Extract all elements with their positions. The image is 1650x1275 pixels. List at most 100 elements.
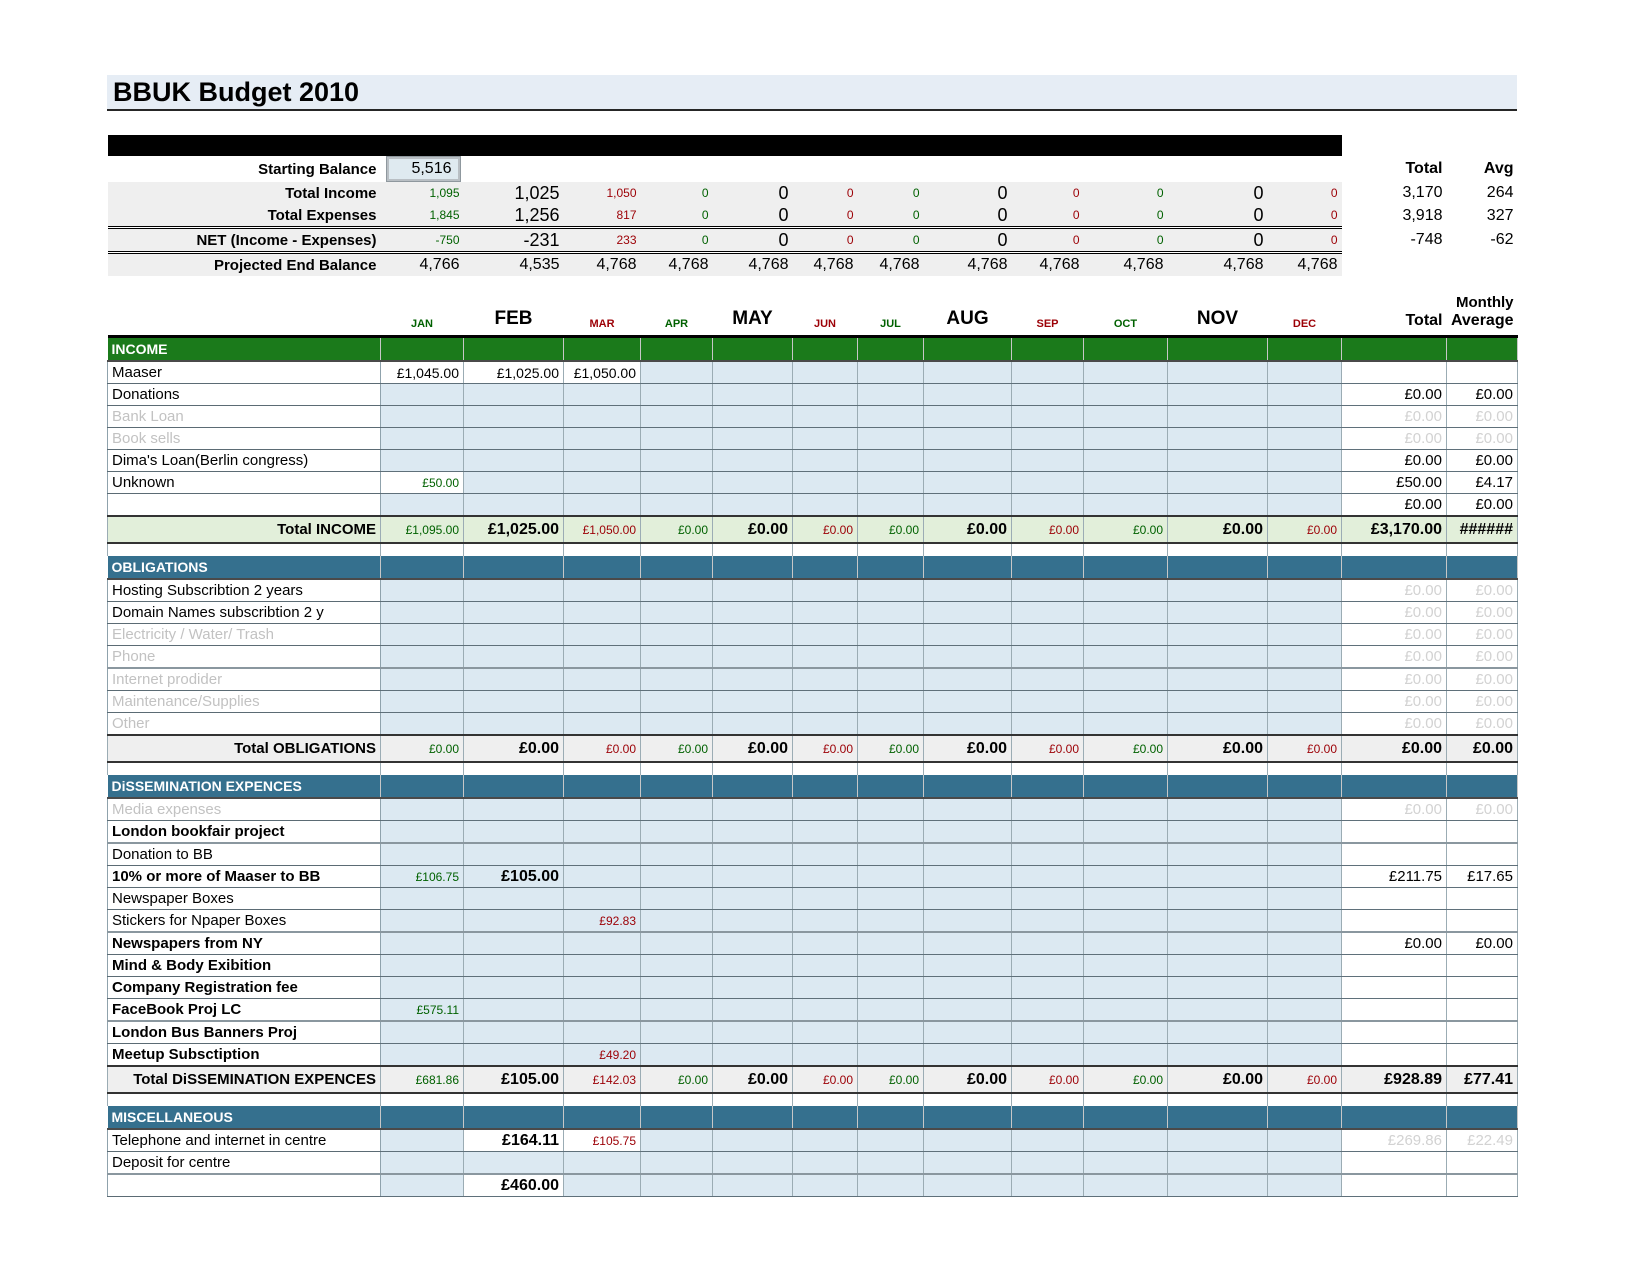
summary-avg-cell[interactable]: 327	[1446, 204, 1518, 228]
cell-aug[interactable]	[923, 623, 1012, 646]
month-header-mar[interactable]: MAR	[589, 318, 615, 330]
row-label[interactable]: Donations	[107, 383, 381, 406]
cell-jan[interactable]: £575.11	[380, 998, 464, 1022]
row-avg-cell[interactable]	[1446, 887, 1518, 910]
cell-jul[interactable]	[857, 976, 924, 999]
cell-jul[interactable]	[857, 360, 924, 384]
row-label[interactable]: Book sells	[107, 427, 381, 450]
row-avg-cell[interactable]: £0.00	[1446, 712, 1518, 736]
cell-jul[interactable]	[857, 690, 924, 713]
cell-jun[interactable]	[792, 383, 858, 406]
section-total-nov[interactable]: £0.00	[1167, 515, 1268, 544]
summary-cell-sep[interactable]: 0	[1011, 227, 1084, 254]
summary-cell-aug[interactable]: 0	[923, 182, 1012, 204]
summary-cell[interactable]	[793, 156, 858, 182]
section-total-apr[interactable]: £0.00	[640, 515, 713, 544]
cell-nov[interactable]	[1167, 1128, 1268, 1152]
summary-cell-mar[interactable]: 1,050	[563, 182, 641, 204]
summary-cell[interactable]	[924, 156, 1012, 182]
section-total-feb[interactable]: £0.00	[463, 734, 564, 763]
cell-apr[interactable]	[640, 998, 713, 1022]
section-total-may[interactable]: £0.00	[712, 1065, 793, 1094]
cell-nov[interactable]	[1167, 865, 1268, 888]
cell-oct[interactable]	[1083, 1043, 1168, 1067]
cell-jun[interactable]	[792, 449, 858, 472]
summary-cell-aug[interactable]: 4,768	[923, 252, 1012, 276]
cell-nov[interactable]	[1167, 1043, 1268, 1067]
cell-nov[interactable]	[1167, 578, 1268, 602]
cell-sep[interactable]	[1011, 667, 1084, 691]
cell-aug[interactable]	[923, 1173, 1012, 1197]
cell-oct[interactable]	[1083, 998, 1168, 1022]
cell-jun[interactable]	[792, 931, 858, 955]
row-label[interactable]: Maaser	[107, 360, 381, 384]
cell-nov[interactable]	[1167, 690, 1268, 713]
cell-nov[interactable]	[1167, 797, 1268, 821]
cell-may[interactable]	[712, 405, 793, 428]
cell-mar[interactable]	[563, 383, 641, 406]
cell-aug[interactable]	[923, 383, 1012, 406]
cell-sep[interactable]	[1011, 578, 1084, 602]
cell-mar[interactable]	[563, 493, 641, 517]
row-avg-cell[interactable]	[1446, 1173, 1518, 1197]
cell-mar[interactable]	[563, 931, 641, 955]
cell-jan[interactable]: £106.75	[380, 865, 464, 888]
row-avg-cell[interactable]	[1446, 909, 1518, 933]
cell-jul[interactable]	[857, 601, 924, 624]
row-label[interactable]: Newspapers from NY	[107, 931, 381, 955]
cell-sep[interactable]	[1011, 601, 1084, 624]
cell-apr[interactable]	[640, 667, 713, 691]
cell-apr[interactable]	[640, 820, 713, 844]
cell-jan[interactable]	[380, 690, 464, 713]
row-avg-cell[interactable]	[1446, 360, 1518, 384]
cell-apr[interactable]	[640, 976, 713, 999]
summary-cell-jan[interactable]: 1,845	[380, 204, 464, 229]
section-total-aug[interactable]: £0.00	[923, 734, 1012, 763]
cell-sep[interactable]	[1011, 842, 1084, 866]
section-total-oct[interactable]: £0.00	[1083, 515, 1168, 544]
row-total-cell[interactable]	[1341, 1173, 1447, 1197]
cell-mar[interactable]	[563, 471, 641, 494]
month-header-jun[interactable]: JUN	[813, 318, 836, 330]
row-avg-cell[interactable]: £0.00	[1446, 623, 1518, 646]
cell-jan[interactable]	[380, 1128, 464, 1152]
section-total-jan[interactable]: £0.00	[380, 734, 464, 763]
cell-mar[interactable]	[563, 645, 641, 669]
summary-cell-dec[interactable]: 0	[1267, 182, 1342, 204]
cell-sep[interactable]	[1011, 976, 1084, 999]
cell-oct[interactable]	[1083, 909, 1168, 933]
section-total-may[interactable]: £0.00	[712, 515, 793, 544]
summary-cell-may[interactable]: 0	[712, 182, 793, 204]
cell-aug[interactable]	[923, 427, 1012, 450]
row-label[interactable]: Media expenses	[107, 797, 381, 821]
summary-cell[interactable]	[1084, 156, 1168, 182]
cell-aug[interactable]	[923, 865, 1012, 888]
cell-jan[interactable]	[380, 909, 464, 933]
cell-nov[interactable]	[1167, 976, 1268, 999]
section-total-total[interactable]: £928.89	[1341, 1065, 1447, 1094]
cell-dec[interactable]	[1267, 427, 1342, 450]
cell-jul[interactable]	[857, 842, 924, 866]
summary-cell[interactable]	[1268, 156, 1342, 182]
cell-apr[interactable]	[640, 909, 713, 933]
summary-cell-oct[interactable]: 0	[1083, 227, 1168, 254]
cell-sep[interactable]	[1011, 1043, 1084, 1067]
cell-mar[interactable]	[563, 797, 641, 821]
cell-oct[interactable]	[1083, 601, 1168, 624]
section-total-oct[interactable]: £0.00	[1083, 734, 1168, 763]
cell-dec[interactable]	[1267, 909, 1342, 933]
cell-may[interactable]	[712, 690, 793, 713]
cell-sep[interactable]	[1011, 690, 1084, 713]
cell-nov[interactable]	[1167, 360, 1268, 384]
row-avg-cell[interactable]: £4.17	[1446, 471, 1518, 494]
cell-oct[interactable]	[1083, 887, 1168, 910]
section-total-avg[interactable]: £0.00	[1446, 734, 1518, 763]
row-label[interactable]: London Bus Banners Proj	[107, 1020, 381, 1044]
cell-oct[interactable]	[1083, 1128, 1168, 1152]
row-total-cell[interactable]: £0.00	[1341, 645, 1447, 669]
cell-sep[interactable]	[1011, 998, 1084, 1022]
section-header-income[interactable]: INCOME	[107, 338, 381, 362]
cell-feb[interactable]	[463, 712, 564, 736]
section-total-jan[interactable]: £1,095.00	[380, 515, 464, 544]
summary-cell[interactable]	[464, 156, 564, 182]
